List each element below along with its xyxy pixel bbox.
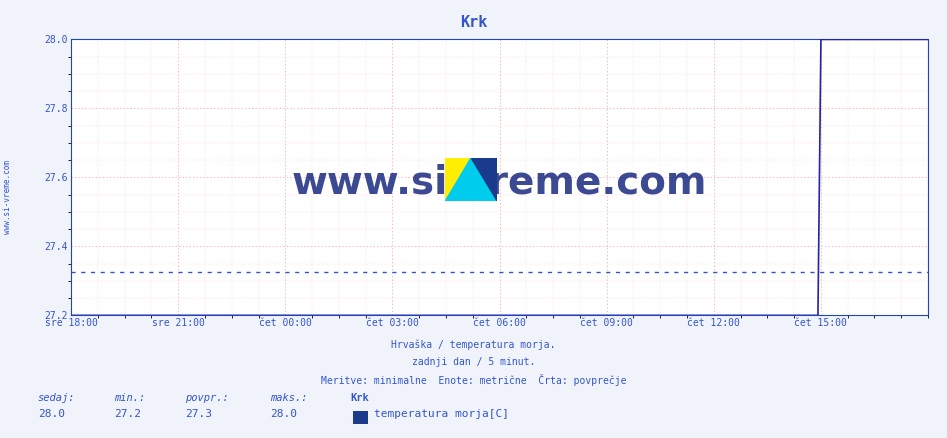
Polygon shape (472, 158, 497, 201)
Text: www.si-vreme.com: www.si-vreme.com (292, 164, 707, 202)
Text: 27.3: 27.3 (185, 409, 212, 419)
Text: 27.2: 27.2 (114, 409, 141, 419)
Text: 28.0: 28.0 (38, 409, 65, 419)
Text: min.:: min.: (114, 393, 145, 403)
Text: Meritve: minimalne  Enote: metrične  Črta: povprečje: Meritve: minimalne Enote: metrične Črta:… (321, 374, 626, 386)
Text: zadnji dan / 5 minut.: zadnji dan / 5 minut. (412, 357, 535, 367)
Text: www.si-vreme.com: www.si-vreme.com (3, 160, 12, 234)
Text: Hrvaška / temperatura morja.: Hrvaška / temperatura morja. (391, 339, 556, 350)
Text: maks.:: maks.: (270, 393, 308, 403)
Text: povpr.:: povpr.: (185, 393, 228, 403)
Text: Krk: Krk (350, 393, 369, 403)
Polygon shape (445, 158, 497, 201)
Polygon shape (445, 158, 472, 201)
Text: 28.0: 28.0 (270, 409, 297, 419)
Text: sedaj:: sedaj: (38, 393, 76, 403)
Text: Krk: Krk (460, 15, 487, 30)
Text: temperatura morja[C]: temperatura morja[C] (374, 409, 509, 419)
